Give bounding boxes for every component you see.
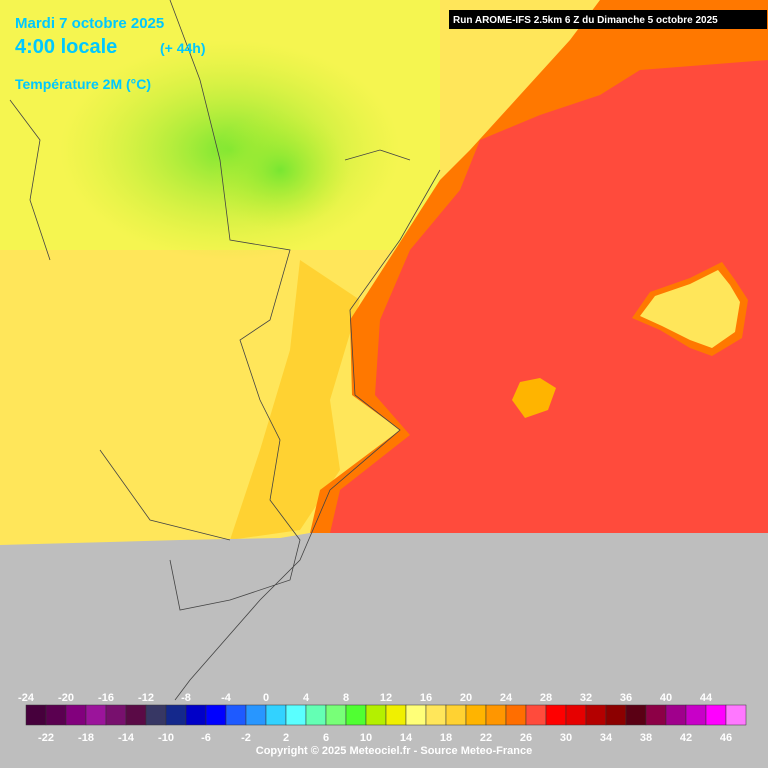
legend-label: 0 [263, 692, 269, 704]
legend-label: 6 [323, 732, 329, 744]
legend-label: -2 [241, 732, 251, 744]
legend-label: -18 [78, 732, 94, 744]
legend-swatch [325, 704, 347, 726]
legend-swatch [45, 704, 67, 726]
legend-swatch [645, 704, 667, 726]
legend-swatch [265, 704, 287, 726]
legend-label: 34 [600, 732, 613, 744]
legend-swatch [225, 704, 247, 726]
legend-swatch [585, 704, 607, 726]
legend-swatch [365, 704, 387, 726]
legend-swatch [625, 704, 647, 726]
legend-label: 2 [283, 732, 289, 744]
legend-label: 16 [420, 692, 432, 704]
legend-label: -20 [58, 692, 74, 704]
legend-label: -16 [98, 692, 114, 704]
legend-label: 8 [343, 692, 349, 704]
legend-label: 18 [440, 732, 452, 744]
lead-time: (+ 44h) [160, 40, 206, 56]
legend-swatch [565, 704, 587, 726]
legend-swatch [505, 704, 527, 726]
legend-swatch [485, 704, 507, 726]
legend-label: 20 [460, 692, 472, 704]
legend-label: 12 [380, 692, 392, 704]
legend-label: 42 [680, 732, 692, 744]
legend-swatch [25, 704, 47, 726]
legend-swatch [85, 704, 107, 726]
legend-swatch [425, 704, 447, 726]
cool-zone [210, 110, 350, 230]
legend-swatch [305, 704, 327, 726]
legend-swatch [465, 704, 487, 726]
legend-label: 28 [540, 692, 552, 704]
legend-label: -22 [38, 732, 54, 744]
legend-label: 32 [580, 692, 592, 704]
color-legend: -24-22-20-18-16-14-12-10-8-6-4-202468101… [18, 692, 747, 744]
warm-coast [230, 260, 360, 540]
legend-label: -14 [118, 732, 135, 744]
legend-label: 26 [520, 732, 532, 744]
legend-label: -24 [18, 692, 35, 704]
legend-swatch [605, 704, 627, 726]
legend-label: -4 [221, 692, 232, 704]
sea-warm [330, 60, 768, 533]
run-box [449, 10, 767, 29]
legend-swatch [525, 704, 547, 726]
legend-swatch [725, 704, 747, 726]
legend-swatch [165, 704, 187, 726]
mallorca [640, 270, 740, 348]
legend-label: -12 [138, 692, 154, 704]
legend-swatch [685, 704, 707, 726]
time: 4:00 locale [15, 36, 117, 58]
legend-swatch [405, 704, 427, 726]
ibiza [512, 378, 556, 418]
legend-swatch [285, 704, 307, 726]
legend-label: 40 [660, 692, 672, 704]
legend-label: -10 [158, 732, 174, 744]
parameter: Température 2M (°C) [15, 76, 151, 92]
legend-label: 36 [620, 692, 632, 704]
legend-swatch [385, 704, 407, 726]
legend-label: -6 [201, 732, 211, 744]
legend-label: -8 [181, 692, 191, 704]
legend-swatch [125, 704, 147, 726]
legend-swatch [205, 704, 227, 726]
no-data [0, 533, 768, 768]
legend-label: 22 [480, 732, 492, 744]
legend-label: 10 [360, 732, 372, 744]
legend-swatch [105, 704, 127, 726]
legend-label: 24 [500, 692, 513, 704]
legend-swatch [545, 704, 567, 726]
legend-label: 14 [400, 732, 413, 744]
legend-label: 4 [303, 692, 310, 704]
legend-swatch [665, 704, 687, 726]
run-info: Run AROME-IFS 2.5km 6 Z du Dimanche 5 oc… [453, 15, 718, 26]
legend-swatch [445, 704, 467, 726]
legend-swatch [185, 704, 207, 726]
legend-swatch [245, 704, 267, 726]
date: Mardi 7 octobre 2025 [15, 15, 164, 32]
legend-label: 44 [700, 692, 713, 704]
legend-swatch [345, 704, 367, 726]
legend-label: 30 [560, 732, 572, 744]
copyright: Copyright © 2025 Meteociel.fr - Source M… [256, 745, 532, 757]
legend-label: 46 [720, 732, 732, 744]
legend-label: 38 [640, 732, 652, 744]
legend-swatch [65, 704, 87, 726]
borders [9, 0, 441, 701]
legend-swatch [145, 704, 167, 726]
legend-swatch [705, 704, 727, 726]
